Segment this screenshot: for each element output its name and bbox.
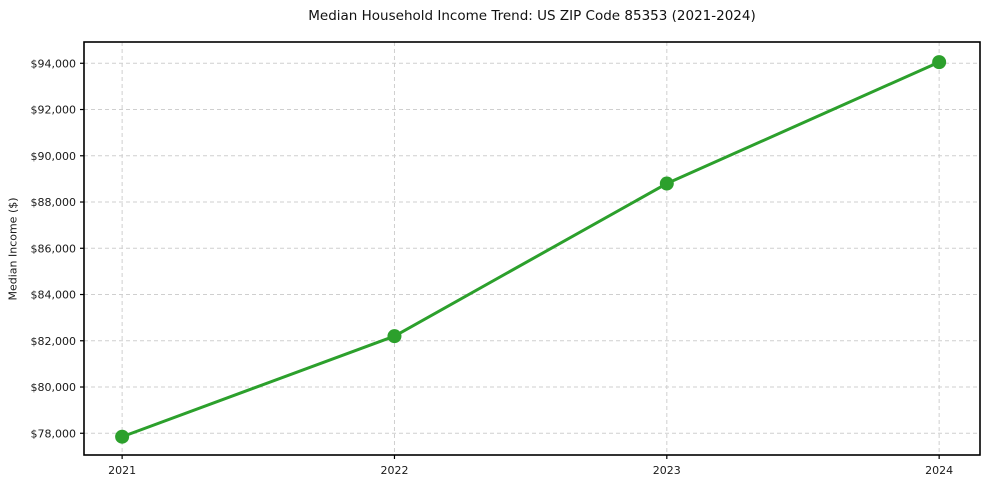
data-point-2023 bbox=[659, 176, 674, 191]
y-tick-label: $80,000 bbox=[31, 381, 77, 394]
x-tick-label: 2022 bbox=[380, 464, 408, 477]
chart-title: Median Household Income Trend: US ZIP Co… bbox=[308, 8, 756, 24]
y-tick-label: $94,000 bbox=[31, 57, 77, 70]
y-tick-label: $90,000 bbox=[31, 150, 77, 163]
y-tick-label: $82,000 bbox=[31, 335, 77, 348]
x-tick-label: 2023 bbox=[653, 464, 681, 477]
y-tick-label: $88,000 bbox=[31, 196, 77, 209]
x-tick-label: 2021 bbox=[108, 464, 136, 477]
data-point-2022 bbox=[387, 329, 402, 344]
y-tick-label: $92,000 bbox=[31, 104, 77, 117]
x-tick-label: 2024 bbox=[925, 464, 953, 477]
data-point-2021 bbox=[115, 429, 130, 444]
y-tick-label: $78,000 bbox=[31, 427, 77, 440]
data-point-2024 bbox=[932, 55, 947, 70]
y-tick-label: $84,000 bbox=[31, 289, 77, 302]
income-trend-line bbox=[120, 60, 941, 439]
y-tick-label: $86,000 bbox=[31, 242, 77, 255]
